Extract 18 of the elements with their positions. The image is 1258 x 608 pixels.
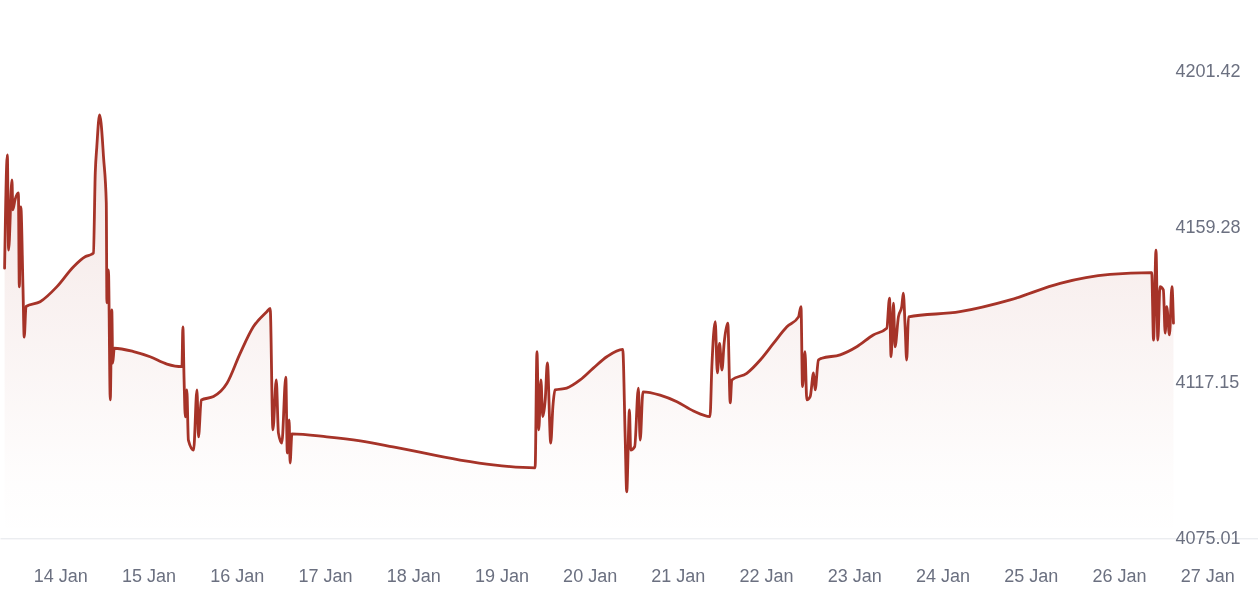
x-tick-label: 25 Jan [1004, 565, 1059, 586]
x-tick-label: 26 Jan [1092, 565, 1147, 586]
x-tick-label: 14 Jan [33, 565, 88, 586]
y-tick-label: 4201.42 [1175, 61, 1241, 82]
x-tick-label: 15 Jan [122, 565, 177, 586]
x-tick-label: 16 Jan [210, 565, 265, 586]
x-tick-label: 18 Jan [386, 565, 441, 586]
y-tick-label: 4117.15 [1175, 372, 1240, 393]
x-tick-label: 20 Jan [563, 565, 618, 586]
x-tick-label: 19 Jan [474, 565, 529, 586]
x-tick-label: 24 Jan [915, 565, 971, 586]
x-tick-label: 27 Jan [1180, 565, 1235, 586]
x-tick-label: 22 Jan [739, 565, 794, 586]
x-tick-label: 17 Jan [298, 565, 353, 586]
x-tick-label: 21 Jan [651, 565, 706, 586]
x-tick-label: 23 Jan [827, 565, 882, 586]
y-tick-label: 4075.01 [1175, 527, 1241, 548]
y-tick-label: 4159.28 [1175, 216, 1241, 237]
